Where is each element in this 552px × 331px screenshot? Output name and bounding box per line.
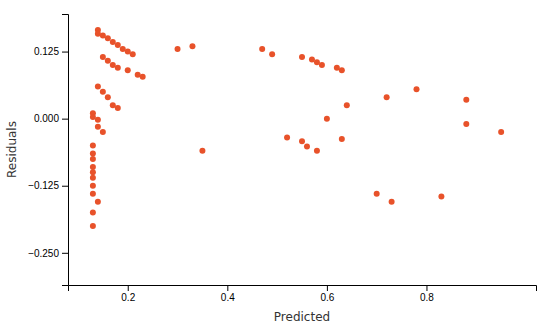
point	[100, 54, 106, 60]
point	[324, 116, 330, 122]
x-axis-line	[69, 286, 537, 292]
x-tick: 0.4	[221, 285, 235, 303]
point	[90, 169, 96, 175]
x-tick-mark	[327, 285, 328, 291]
point	[90, 223, 96, 229]
point	[140, 74, 146, 80]
points	[90, 27, 504, 229]
y-axis: −0.250 −0.125 0.000 0.125	[28, 15, 68, 286]
point	[90, 156, 96, 162]
point	[389, 199, 395, 205]
y-axis-title: Residuals	[5, 121, 19, 178]
point	[125, 67, 131, 73]
point	[95, 117, 101, 123]
y-tick: 0.125	[34, 46, 68, 57]
x-tick-label: 0.4	[221, 292, 235, 303]
x-tick-label: 0.6	[320, 292, 334, 303]
point	[100, 129, 106, 135]
y-tick-label: −0.250	[28, 248, 59, 259]
y-tick-mark	[62, 52, 68, 53]
point	[95, 124, 101, 130]
x-tick-label: 0.8	[420, 292, 434, 303]
point	[175, 46, 181, 52]
point	[299, 54, 305, 60]
point	[100, 89, 106, 95]
point	[115, 65, 121, 71]
point	[374, 191, 380, 197]
x-tick-mark	[227, 285, 228, 291]
point	[90, 142, 96, 148]
point	[189, 43, 195, 49]
x-tick-mark	[128, 285, 129, 291]
point	[463, 97, 469, 103]
point	[284, 134, 290, 140]
point	[95, 83, 101, 89]
point	[95, 199, 101, 205]
point	[115, 42, 121, 48]
point	[90, 175, 96, 181]
y-tick-label: 0.125	[34, 46, 59, 57]
y-tick-mark	[62, 253, 68, 254]
point	[259, 46, 265, 52]
point	[90, 210, 96, 216]
point	[414, 86, 420, 92]
point	[319, 62, 325, 68]
point	[269, 51, 275, 57]
point	[314, 148, 320, 154]
y-tick: −0.250	[28, 248, 68, 259]
chart: 0.2 0.4 0.6 0.8 −0.250 −0.125 0.000 0.125 Predic…	[0, 0, 552, 331]
point	[90, 164, 96, 170]
point	[304, 144, 310, 150]
point	[115, 105, 121, 111]
y-tick-mark	[62, 186, 68, 187]
point	[90, 183, 96, 189]
x-tick-label: 0.2	[121, 292, 135, 303]
point	[384, 94, 390, 100]
point	[110, 39, 116, 45]
point	[105, 94, 111, 100]
y-tick: 0.000	[34, 113, 68, 124]
x-tick: 0.2	[121, 285, 135, 303]
point	[344, 102, 350, 108]
point	[339, 67, 345, 73]
plot: 0.2 0.4 0.6 0.8 −0.250 −0.125 0.000 0.125	[28, 15, 536, 304]
point	[90, 151, 96, 157]
point	[463, 121, 469, 127]
x-axis-title: Predicted	[274, 310, 330, 324]
point	[130, 51, 136, 57]
x-tick: 0.6	[320, 285, 334, 303]
point	[199, 148, 205, 154]
y-tick-mark	[62, 119, 68, 120]
x-tick: 0.8	[420, 285, 434, 303]
point	[90, 191, 96, 197]
point	[299, 138, 305, 144]
point	[498, 129, 504, 135]
point	[438, 193, 444, 199]
y-tick-label: −0.125	[28, 180, 59, 191]
point	[105, 35, 111, 41]
y-tick-label: 0.000	[34, 113, 59, 124]
y-axis-line	[62, 15, 69, 286]
x-tick-mark	[426, 285, 427, 291]
point	[105, 58, 111, 64]
x-axis: 0.2 0.4 0.6 0.8	[69, 285, 537, 303]
point	[339, 136, 345, 142]
y-tick: −0.125	[28, 180, 68, 191]
